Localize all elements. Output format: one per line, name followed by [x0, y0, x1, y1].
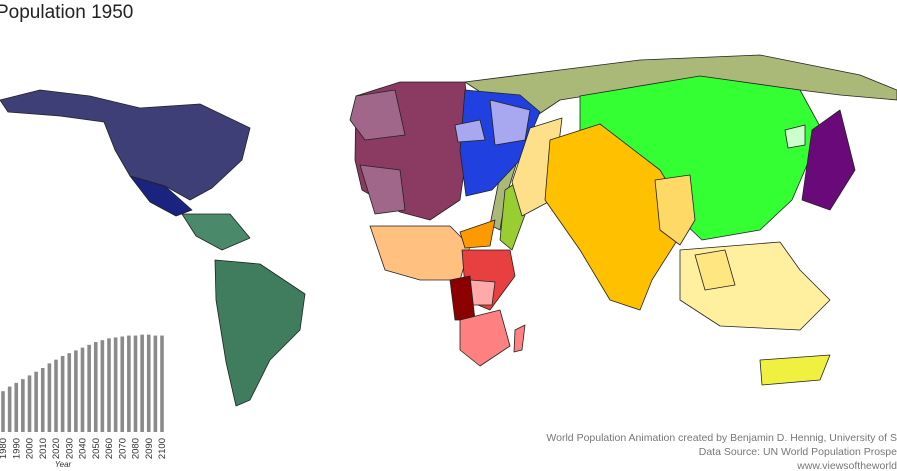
credit: Data Source: UN World Population Prospe — [699, 446, 897, 458]
bar — [87, 344, 91, 432]
region — [214, 259, 306, 407]
x-tick-label: 2060 — [104, 438, 115, 459]
region — [181, 213, 251, 251]
region — [459, 219, 496, 249]
cartogram — [0, 54, 897, 407]
bar — [67, 353, 72, 432]
x-axis-label: Year — [55, 460, 72, 469]
region — [349, 89, 406, 215]
region — [0, 89, 251, 201]
bar — [21, 379, 25, 432]
bar — [40, 368, 45, 432]
region — [801, 109, 856, 211]
x-tick-label: 2000 — [25, 438, 36, 459]
region — [544, 123, 691, 311]
x-tick-label: 2070 — [117, 438, 128, 459]
region — [784, 124, 806, 149]
bar — [34, 371, 38, 432]
bar — [14, 382, 19, 432]
x-tick-label: 2010 — [38, 438, 49, 459]
bar — [146, 334, 151, 432]
bar — [1, 391, 5, 432]
bar — [107, 338, 111, 432]
x-tick-label: 1990 — [11, 438, 22, 459]
x-tick-label: 2090 — [144, 438, 155, 459]
region — [654, 174, 696, 246]
bar — [27, 375, 32, 432]
region — [694, 249, 736, 291]
bar — [153, 335, 158, 432]
x-tick-label: 2030 — [64, 438, 75, 459]
bar — [140, 334, 144, 432]
bar — [54, 359, 58, 432]
bar — [160, 335, 164, 432]
credit: www.viewsoftheworld — [796, 460, 897, 471]
region — [129, 175, 193, 217]
region — [759, 354, 831, 386]
x-tick-label: 2080 — [131, 438, 142, 459]
bar — [127, 335, 131, 432]
region — [459, 309, 526, 367]
region — [454, 99, 531, 146]
bar — [133, 335, 138, 432]
bar — [80, 347, 85, 432]
bar — [100, 340, 105, 432]
bar — [113, 337, 118, 432]
x-tick-label: 2040 — [78, 438, 89, 459]
x-tick-label: 2020 — [51, 438, 62, 459]
x-tick-label: 2100 — [157, 438, 168, 459]
region — [369, 225, 471, 281]
bar — [60, 355, 65, 432]
bar — [7, 386, 12, 432]
bar — [47, 363, 52, 432]
x-tick-label: 2050 — [91, 438, 102, 459]
credit: World Population Animation created by Be… — [546, 432, 897, 444]
region — [469, 279, 496, 306]
population-chart: Year 1980 1990 2000 2010 2020 2030 2040 2050 206… — [0, 334, 168, 469]
title: Population 1950 — [0, 2, 133, 23]
x-tick-label: 1980 — [0, 438, 9, 459]
bar — [74, 350, 78, 432]
bar — [93, 342, 98, 432]
bar — [120, 336, 125, 432]
